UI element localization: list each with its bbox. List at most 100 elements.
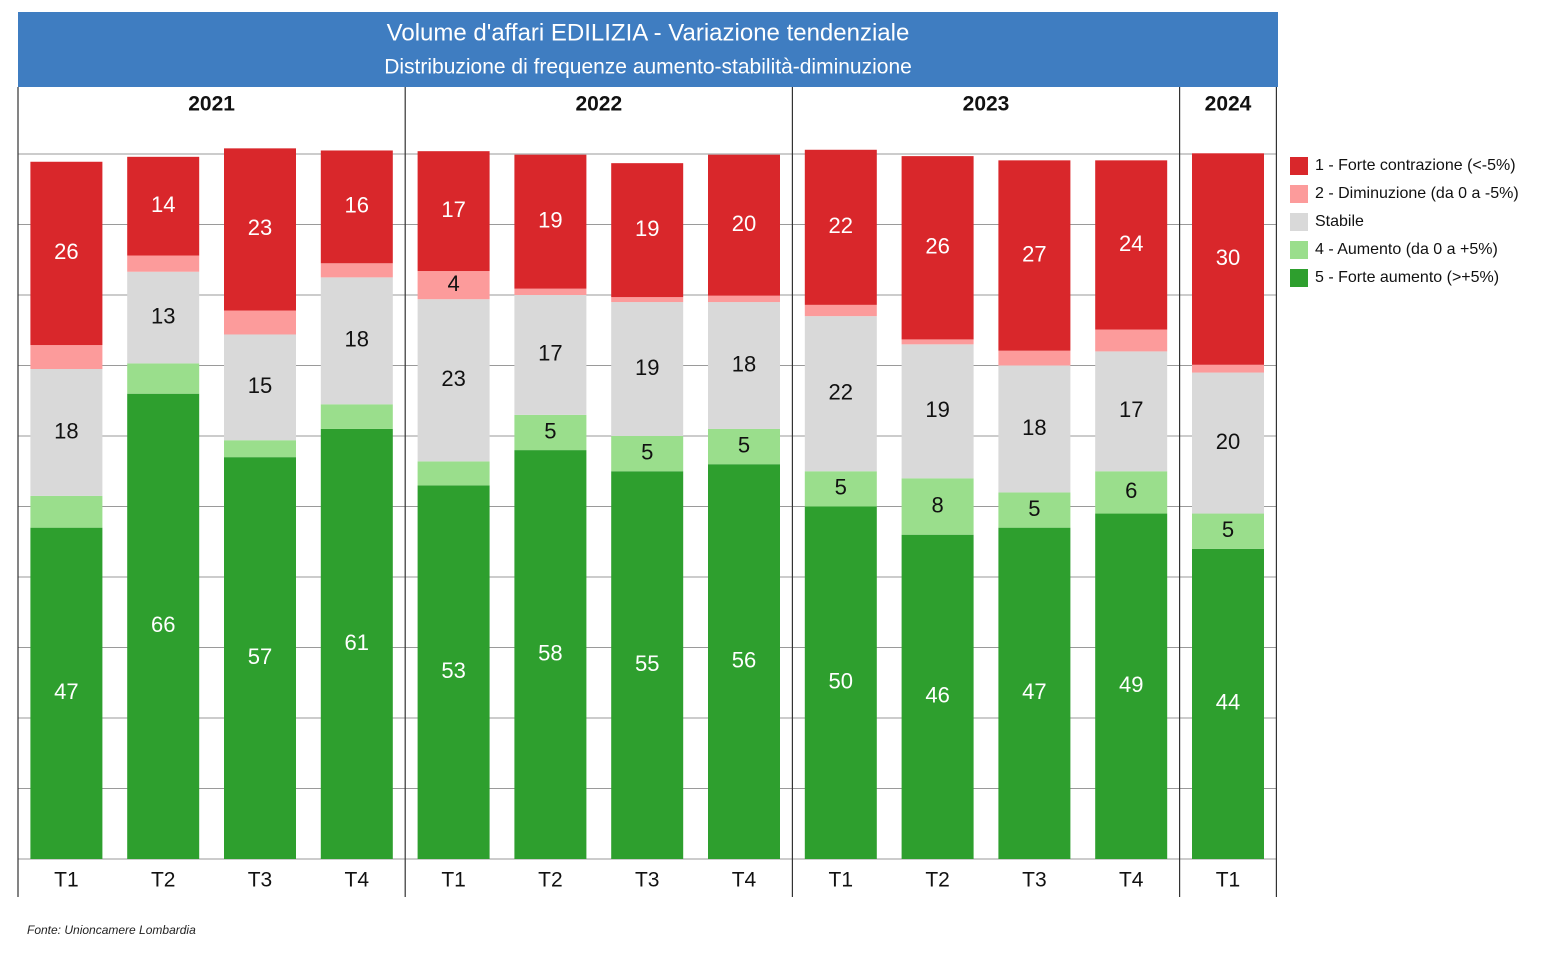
year-label: 2024 [1205,93,1252,116]
value-label: 46 [925,683,949,708]
bar-segment [804,316,877,472]
chart-title: Volume d'affari EDILIZIA - Variazione te… [387,19,910,46]
bar-segment [998,365,1071,493]
bar-segment [224,310,296,335]
value-label: 47 [1022,679,1046,704]
value-label: 53 [441,658,465,683]
bar-segment [224,440,296,458]
bar-segment [320,277,393,405]
x-tick-label: T3 [635,869,660,892]
bar-segment [611,471,684,859]
value-label: 26 [925,234,949,259]
bar-segment [611,163,684,298]
bar-segment [611,297,684,303]
value-label: 4 [447,271,459,296]
x-tick-label: T4 [732,869,757,892]
value-label: 5 [1222,517,1234,542]
value-label: 58 [538,640,562,665]
bar-segment [708,464,780,859]
bar-segment [804,149,877,305]
bar-segment [804,471,877,507]
bar-segment [1192,153,1264,365]
value-label: 8 [931,492,943,517]
value-label: 61 [345,630,369,655]
value-label: 18 [732,351,756,376]
bar-segment [804,304,877,317]
legend-swatch [1290,269,1308,287]
year-label: 2023 [963,93,1010,116]
bar-segment [998,350,1071,366]
bar-segment [417,271,490,300]
bar-segment [901,478,974,535]
bar-segment [901,339,974,345]
x-tick-label: T4 [345,869,370,892]
bar-segment [127,271,200,364]
bar-segment [417,485,490,859]
legend-swatch [1290,185,1308,203]
value-label: 5 [544,418,556,443]
bar-segment [514,295,587,415]
bar-segment [1192,513,1264,549]
bar-segment [30,527,103,859]
x-tick-label: T1 [54,869,79,892]
x-tick-label: T3 [1022,869,1047,892]
x-tick-label: T3 [248,869,273,892]
x-tick-label: T1 [829,869,854,892]
bar-segment [1095,471,1168,514]
bar-segment [1192,364,1264,373]
value-label: 5 [835,475,847,500]
value-label: 47 [54,679,78,704]
value-label: 66 [151,612,175,637]
bar-segment [127,393,200,859]
bar-segment [1095,160,1168,330]
bar-segment [224,334,296,441]
value-label: 5 [738,432,750,457]
bar-segment [901,156,974,340]
chart-subtitle: Distribuzione di frequenze aumento-stabi… [384,56,912,79]
value-label: 19 [538,207,562,232]
bar-segment [998,492,1071,528]
bar-segment [320,263,393,278]
legend-label: Stabile [1315,213,1364,230]
bar-segment [417,461,490,486]
bar-segment [708,295,780,303]
value-label: 57 [248,644,272,669]
value-label: 13 [151,303,175,328]
bar-segment [1192,548,1264,859]
bar-segment [30,369,103,496]
bar-segment [708,154,780,296]
value-label: 22 [829,380,853,405]
bar-segment [998,527,1071,859]
bar-segment [1192,372,1264,514]
legend-swatch [1290,241,1308,259]
value-label: 5 [641,439,653,464]
bar-segment [127,363,200,394]
bar-segment [901,534,974,859]
value-label: 23 [248,215,272,240]
value-label: 44 [1216,690,1240,715]
bar-segment [127,255,200,272]
x-tick-label: T2 [925,869,950,892]
bar-segment [224,148,296,311]
bar-segment [611,436,684,472]
value-label: 19 [635,216,659,241]
bar-segment [417,299,490,462]
bar-segment [30,345,103,370]
bar-segment [804,506,877,859]
bar-segment [514,154,587,289]
value-label: 22 [829,213,853,238]
x-tick-label: T2 [151,869,176,892]
bar-segment [708,302,780,429]
bar-segment [127,156,200,256]
x-tick-label: T1 [441,869,466,892]
bar-segment [320,428,393,859]
value-label: 15 [248,373,272,398]
value-label: 55 [635,651,659,676]
value-label: 16 [345,193,369,218]
source-note: Fonte: Unioncamere Lombardia [27,923,196,937]
value-label: 20 [732,211,756,236]
legend-swatch [1290,213,1308,231]
year-label: 2021 [188,93,235,116]
bar-segment [708,428,780,465]
